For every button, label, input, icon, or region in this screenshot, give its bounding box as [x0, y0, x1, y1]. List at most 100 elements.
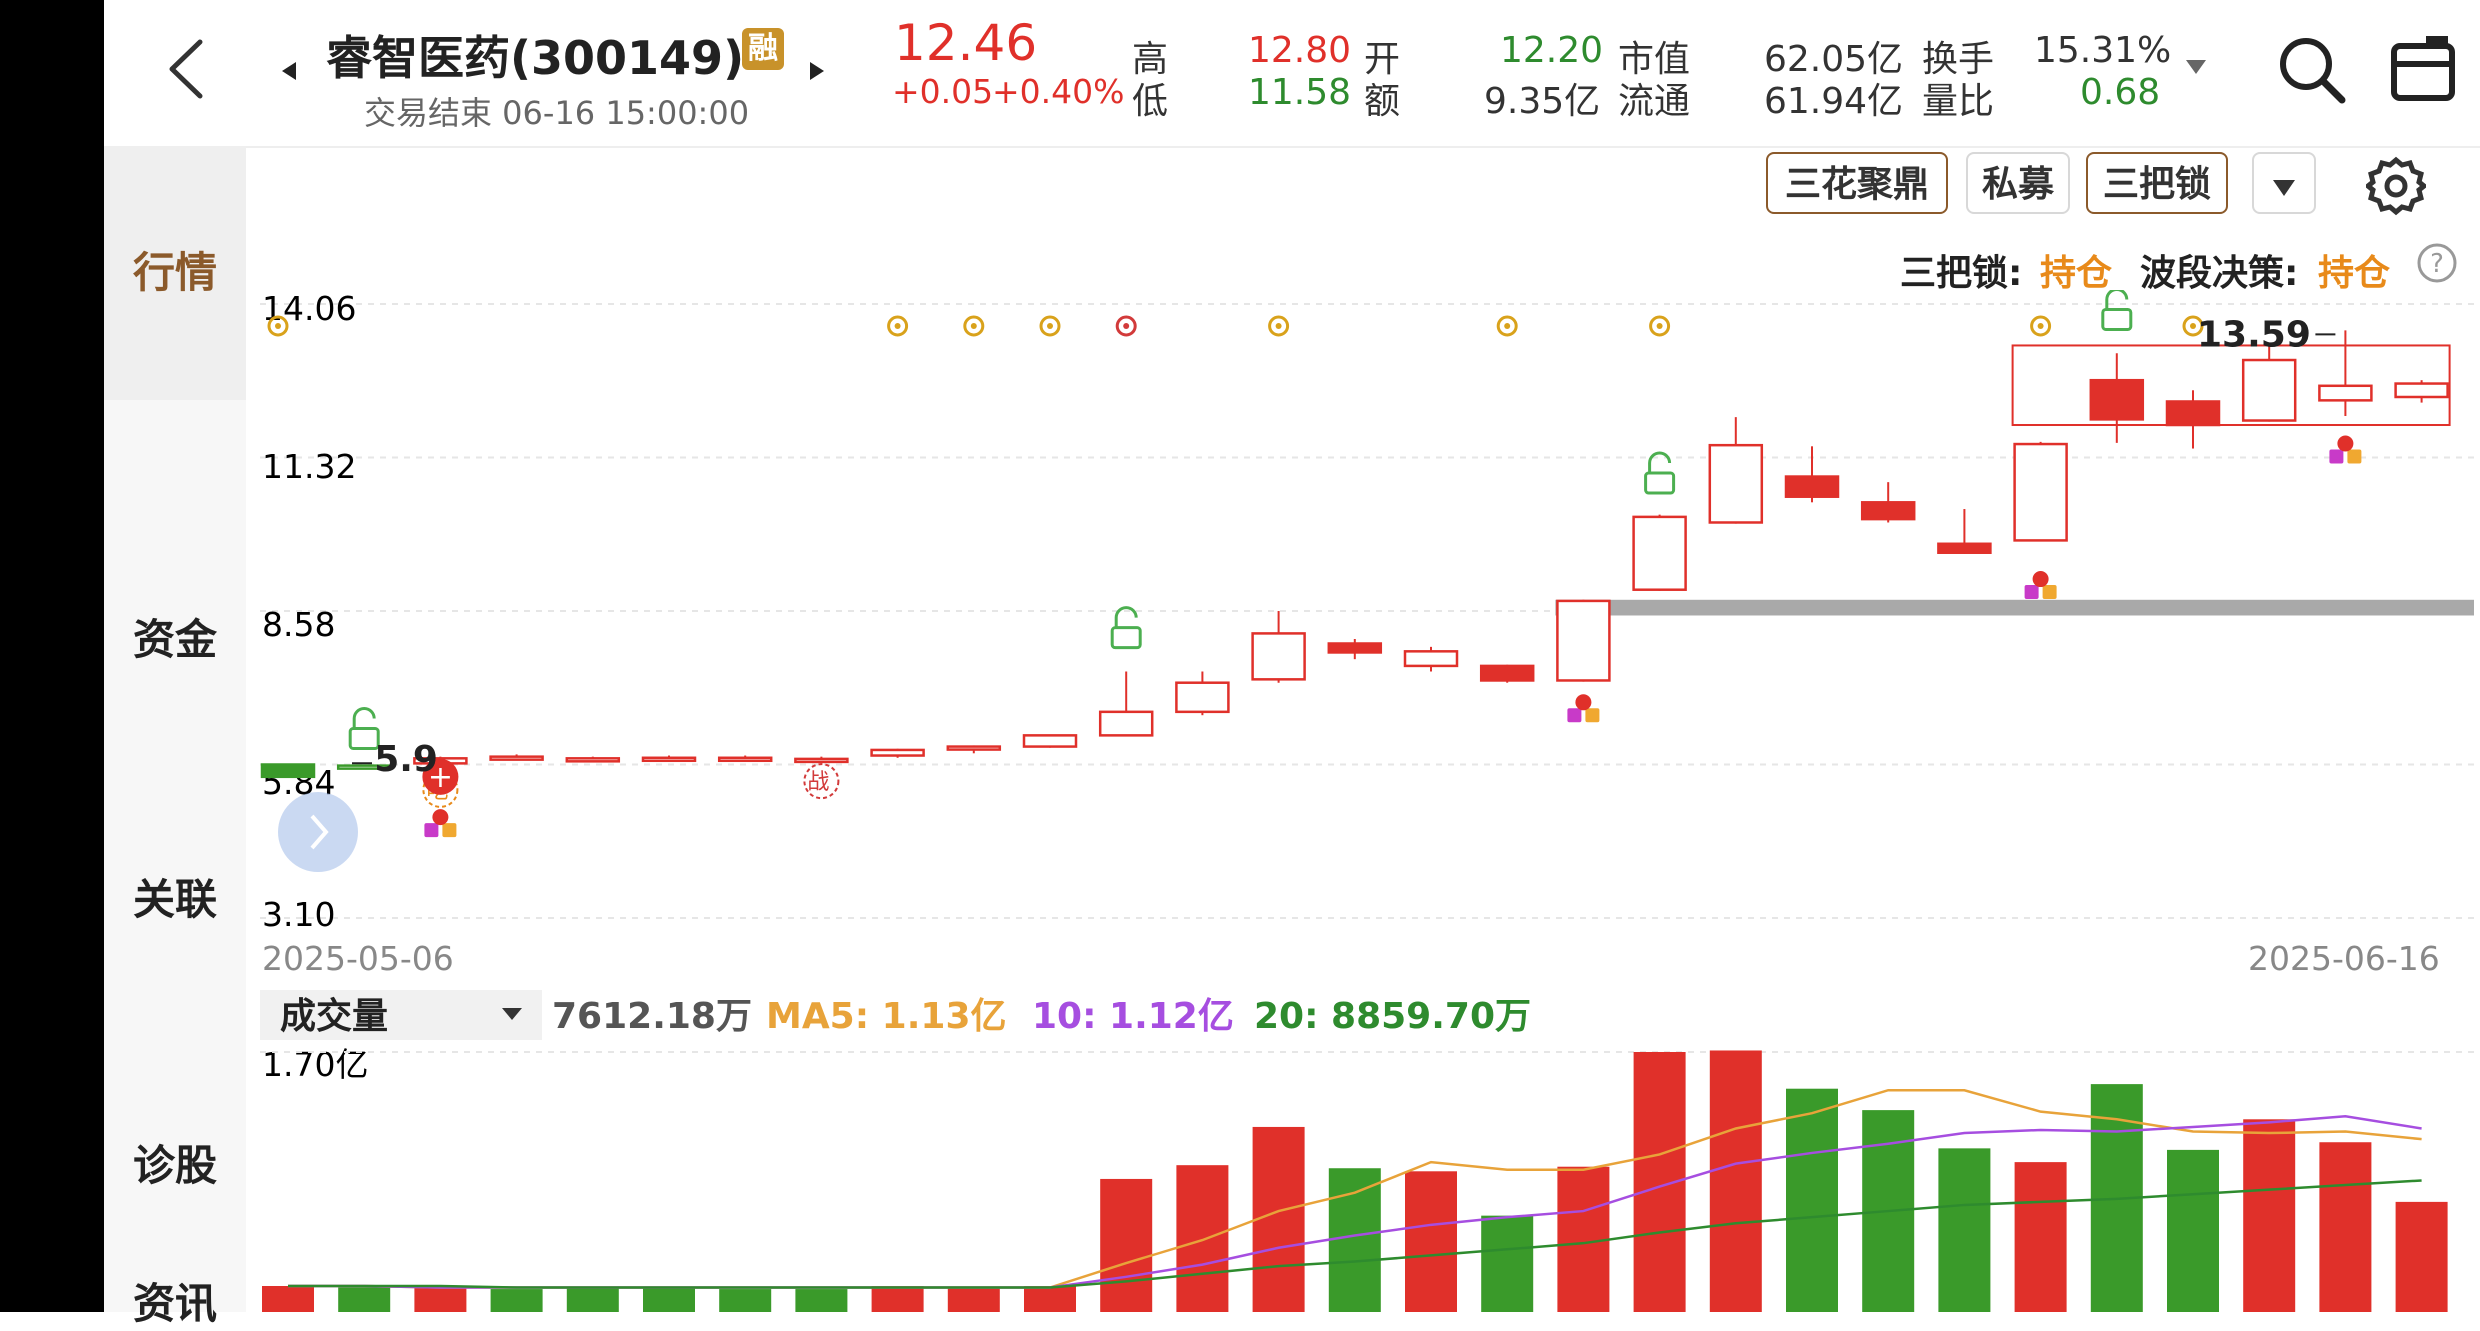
range-box [2011, 344, 2451, 427]
stats-expand-icon[interactable] [2186, 60, 2206, 74]
lock-signal-label: 三把锁: [1900, 253, 2023, 294]
volratio-label: 量比 [1922, 81, 1995, 122]
signal-dot-core [894, 323, 901, 329]
low-value: 11.58 [1248, 72, 1352, 113]
nav-tab-diagnose[interactable]: 诊股 [132, 1141, 217, 1190]
volume-bar [1709, 1050, 1762, 1312]
volume-bar [490, 1289, 543, 1312]
support-band [1555, 344, 2474, 616]
candle-body [2241, 358, 2297, 422]
nav-tab-related[interactable]: 关联 [132, 875, 217, 924]
lock-icon-top [2032, 571, 2049, 588]
min-price-label: 5.9 [374, 739, 438, 780]
signal-markers: 战吃+ [267, 290, 2362, 838]
toolbar-dropdown[interactable] [2252, 152, 2316, 214]
max-price-label: 13.59 [2197, 314, 2311, 355]
candle-body [946, 745, 1002, 751]
nav-tab-news[interactable]: 资讯 [132, 1279, 217, 1328]
volume-bar [2014, 1162, 2067, 1312]
volume-current: 7612.18万 [552, 996, 752, 1037]
signal-dot-core [1047, 323, 1053, 329]
lock-icon-top [2337, 435, 2354, 452]
mcap-value: 62.05亿 [1764, 39, 1904, 80]
volume-bar [414, 1287, 467, 1312]
lock-icon [2329, 449, 2344, 464]
candle-body [1022, 734, 1078, 748]
candle-body [1327, 642, 1383, 654]
unlock-icon [2105, 290, 2129, 310]
candle-body [336, 764, 392, 770]
float-label: 流通 [1618, 81, 1691, 122]
volume-bar [1176, 1165, 1229, 1312]
volume-bars [262, 1050, 2448, 1312]
open-label: 开 [1364, 39, 1401, 80]
high-label: 高 [1132, 39, 1169, 80]
gear-icon[interactable] [2366, 156, 2426, 216]
unlock-icon-body [348, 727, 380, 750]
private-fund-button[interactable]: 私募 [1966, 152, 2070, 214]
y-tick-label: 3.10 [262, 895, 335, 934]
volume-bar [719, 1289, 772, 1312]
lock-icon-top [1575, 694, 1592, 711]
volume-bar [2167, 1149, 2219, 1312]
volume-bar [262, 1286, 314, 1312]
window-icon[interactable] [2390, 34, 2456, 102]
lock-icon [424, 823, 439, 838]
chevron-left-icon[interactable] [166, 38, 206, 100]
candle-body [1251, 632, 1306, 681]
next-stock-icon[interactable] [810, 62, 824, 80]
volume-bar [2243, 1119, 2296, 1312]
signal-dot-icon [1649, 315, 1671, 337]
signal-dot-core [275, 323, 281, 329]
volume-bar [795, 1289, 848, 1312]
search-icon[interactable] [2276, 34, 2348, 106]
high-value: 12.80 [1248, 30, 1352, 71]
candle-body [2394, 382, 2449, 399]
candle-body [1937, 542, 1992, 554]
three-locks-button[interactable]: 三把锁 [2086, 152, 2228, 214]
candle-body [260, 763, 316, 779]
signal-dot-core [2190, 323, 2196, 329]
volratio-value: 0.68 [2080, 72, 2161, 113]
lock-icon [2042, 585, 2057, 600]
prev-stock-icon[interactable] [282, 62, 296, 80]
volume-bar [1024, 1286, 1076, 1312]
volume-top-label: 1.70亿 [262, 1045, 368, 1084]
candlestick-series [260, 330, 2449, 779]
volume-ma10: 10: 1.12亿 [1032, 996, 1234, 1037]
volume-bar [643, 1287, 695, 1312]
volume-bar [1328, 1168, 1381, 1312]
volume-bar [338, 1287, 391, 1312]
expand-float-button[interactable] [278, 792, 358, 872]
candle-body [2013, 442, 2068, 542]
price-change-pct: +0.40% [992, 72, 1125, 111]
volume-select-label: 成交量 [280, 995, 388, 1037]
unlock-icon [1114, 606, 1138, 628]
unlock-icon-body [1644, 471, 1676, 495]
candle-body [489, 755, 544, 761]
wave-signal-value: 持仓 [2318, 253, 2391, 294]
lock-icon [1567, 708, 1582, 723]
volume-bar [2395, 1201, 2448, 1312]
stock-title[interactable]: 睿智医药(300149) [326, 31, 745, 85]
y-tick-label: 8.58 [262, 605, 335, 644]
svg-text:?: ? [2430, 249, 2444, 279]
y-tick-label: 14.06 [262, 290, 356, 328]
price-grid [260, 303, 2474, 919]
candle-body [1098, 710, 1154, 737]
candle-body [1479, 664, 1535, 682]
candle-body [1403, 650, 1459, 668]
signal-dot-core [1275, 323, 1282, 329]
question-icon[interactable]: ? [2416, 242, 2458, 284]
kline-chart[interactable]: 14.06 11.32 8.58 5.84 3.10 战吃+ 2025-05-0… [246, 290, 2480, 1312]
candle-body [641, 756, 697, 763]
margin-badge: 融 [742, 28, 784, 70]
sanhua-button[interactable]: 三花聚鼎 [1766, 152, 1948, 214]
candle-body [2165, 400, 2221, 427]
nav-tab-quote[interactable]: 行情 [104, 146, 246, 400]
volume-indicator-select[interactable] [260, 990, 542, 1040]
unlock-icon [352, 707, 376, 729]
nav-tab-funds[interactable]: 资金 [132, 615, 217, 664]
wave-signal-label: 波段决策: [2140, 253, 2299, 294]
signal-dot-icon [887, 315, 909, 337]
